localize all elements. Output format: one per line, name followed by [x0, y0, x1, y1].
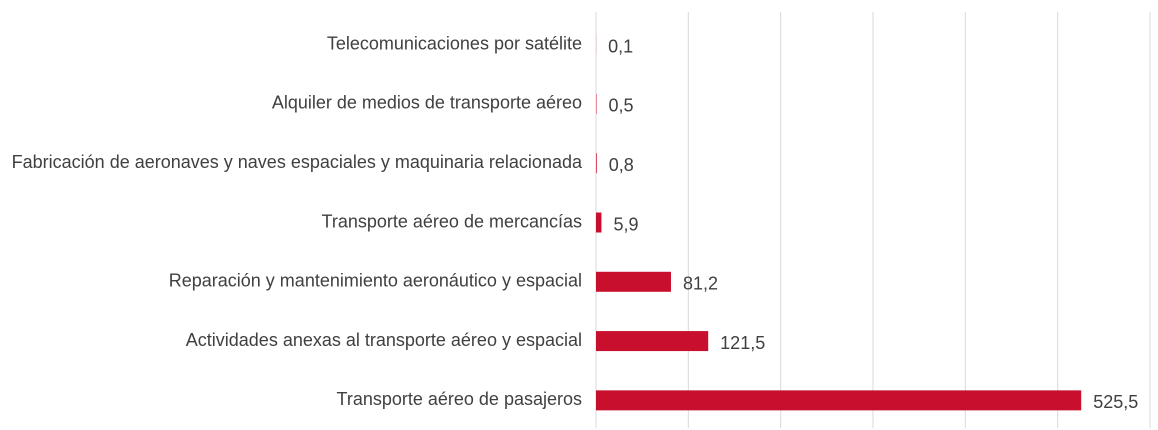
bar: [596, 390, 1082, 411]
y-tick-label: Reparación y mantenimiento aeronáutico y…: [169, 271, 582, 291]
data-label: 0,5: [608, 96, 633, 116]
y-tick-label: Fabricación de aeronaves y naves espacia…: [12, 152, 583, 172]
bar: [596, 153, 597, 174]
data-label: 121,5: [720, 333, 765, 353]
data-label: 5,9: [613, 214, 638, 234]
y-tick-label: Transporte aéreo de pasajeros: [337, 389, 582, 409]
y-tick-label: Actividades anexas al transporte aéreo y…: [186, 330, 582, 350]
bar: [596, 271, 671, 292]
y-tick-label: Telecomunicaciones por satélite: [327, 33, 582, 53]
y-tick-label: Transporte aéreo de mercancías: [322, 211, 582, 231]
bar: [596, 331, 709, 352]
y-tick-label: Alquiler de medios de transporte aéreo: [272, 93, 582, 113]
bar: [596, 212, 602, 233]
data-label: 525,5: [1093, 392, 1138, 412]
data-label: 81,2: [683, 274, 718, 294]
data-label: 0,1: [608, 36, 633, 56]
data-label: 0,8: [609, 155, 634, 175]
